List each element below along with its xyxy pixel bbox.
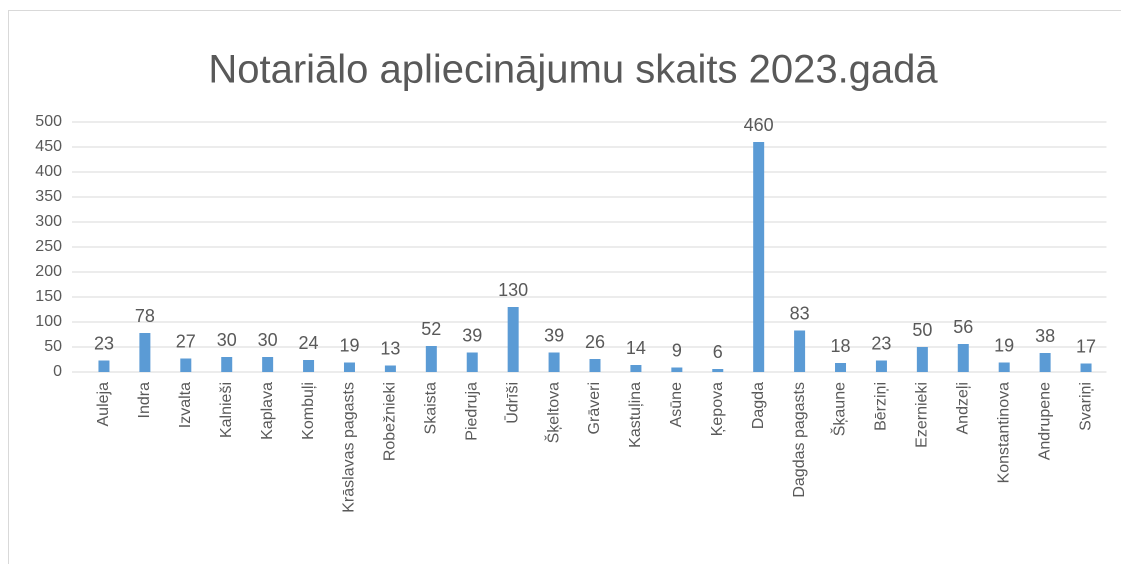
bar (835, 363, 847, 372)
y-tick-label: 500 (35, 113, 62, 130)
data-label: 78 (135, 306, 155, 326)
bar (916, 347, 928, 372)
bar (180, 358, 192, 372)
bar (998, 362, 1010, 372)
data-label: 50 (912, 320, 932, 340)
x-tick-label: Kombuļi (300, 382, 317, 440)
x-tick-label: Šķeltova (543, 382, 562, 443)
bar (671, 367, 683, 372)
y-tick-label: 350 (35, 188, 62, 205)
x-tick-label: Krāslavas pagasts (341, 382, 358, 513)
y-tick-label: 150 (35, 288, 62, 305)
bar (712, 369, 724, 372)
bar (221, 357, 233, 372)
data-label: 18 (831, 336, 851, 356)
bar (548, 352, 560, 372)
x-tick-label: Grāveri (586, 382, 603, 434)
bar (303, 360, 315, 372)
bar (875, 360, 887, 372)
data-label: 17 (1076, 336, 1096, 356)
y-tick-label: 50 (44, 338, 62, 355)
data-label: 56 (953, 317, 973, 337)
data-label: 26 (585, 332, 605, 352)
bar (98, 360, 110, 372)
x-tick-label: Ezernieki (914, 382, 931, 448)
data-label: 83 (790, 303, 810, 323)
x-tick-label: Konstantinova (995, 382, 1012, 484)
x-tick-label: Asūne (668, 382, 685, 427)
chart-frame (8, 10, 1121, 564)
x-tick-label: Šķaune (830, 382, 849, 436)
x-tick-label: Piedruja (463, 382, 480, 441)
bar (507, 307, 519, 372)
x-tick-label: Izvalta (177, 382, 194, 428)
bar (957, 344, 969, 372)
x-tick-label: Bērziņi (873, 382, 890, 431)
y-tick-label: 450 (35, 138, 62, 155)
bar (425, 346, 437, 372)
data-label: 6 (713, 342, 723, 362)
x-tick-label: Ūdrīši (503, 382, 521, 424)
data-label: 14 (626, 338, 646, 358)
data-label: 27 (176, 331, 196, 351)
data-label: 19 (339, 335, 359, 355)
y-tick-label: 300 (35, 213, 62, 230)
data-label: 39 (544, 325, 564, 345)
bar (630, 365, 642, 372)
y-tick-label: 400 (35, 163, 62, 180)
bar (262, 357, 274, 372)
chart-title: Notariālo apliecinājumu skaits 2023.gadā (208, 48, 938, 92)
data-label: 24 (299, 333, 319, 353)
data-label: 30 (258, 330, 278, 350)
x-tick-label: Dagda (750, 382, 767, 429)
data-label: 52 (421, 319, 441, 339)
x-tick-label: Kaplava (259, 382, 276, 440)
bar (589, 359, 601, 372)
bar (466, 352, 478, 372)
data-label: 23 (94, 333, 114, 353)
x-tick-label: Robežnieki (382, 382, 399, 461)
data-label: 30 (217, 330, 237, 350)
y-tick-label: 100 (35, 313, 62, 330)
bar (139, 333, 151, 372)
x-tick-label: Svariņi (1077, 382, 1094, 431)
data-label: 13 (380, 338, 400, 358)
x-tick-label: Kalnieši (218, 382, 235, 438)
bar (753, 142, 765, 372)
data-label: 19 (994, 335, 1014, 355)
x-tick-label: Auleja (95, 382, 112, 427)
data-label: 39 (462, 325, 482, 345)
x-tick-label: Indra (136, 382, 153, 419)
bar (343, 362, 355, 372)
bar (384, 365, 396, 372)
data-label: 38 (1035, 326, 1055, 346)
x-tick-label: Skaista (423, 382, 440, 435)
x-tick-label: Ķepova (709, 382, 726, 436)
data-label: 130 (498, 280, 528, 300)
y-tick-label: 200 (35, 263, 62, 280)
bar (1039, 353, 1051, 372)
data-label: 9 (672, 340, 682, 360)
y-tick-label: 0 (53, 363, 62, 380)
data-label: 460 (744, 115, 774, 135)
y-tick-label: 250 (35, 238, 62, 255)
x-tick-label: Andzeļi (954, 382, 971, 434)
bar (794, 330, 806, 372)
x-tick-label: Kastuļina (627, 382, 644, 448)
data-label: 23 (871, 333, 891, 353)
x-tick-label: Andrupene (1036, 382, 1053, 460)
bar (1080, 363, 1092, 372)
x-tick-label: Dagdas pagasts (791, 382, 808, 498)
